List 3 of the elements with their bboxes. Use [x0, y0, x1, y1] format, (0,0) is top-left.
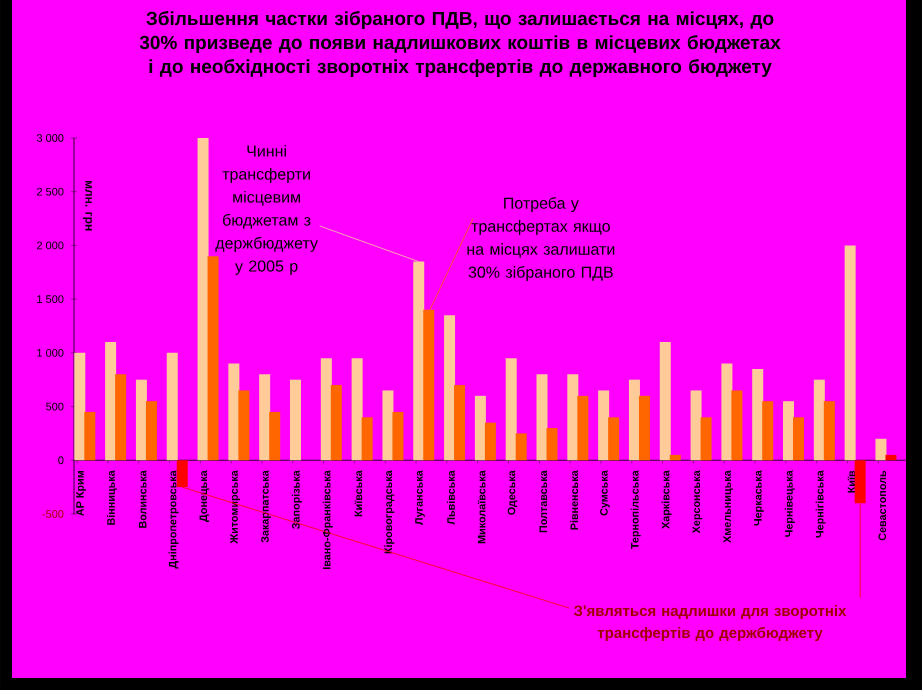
text: Потреба у трансфертах якщо на місцях залишати 30% зібраного ПДВ — [467, 196, 615, 281]
series-label: Чинні трансферти місцевим бюджетам з держбюджету у 2005 р — [215, 145, 318, 275]
chart-title: Збільшення частки зібраного ПДВ, що залишається на місцях, до 30% призведе до появи надлишкових коштів в місцевих бюджетах і до необхідності зворотніх трансфертів до державного бюджету — [139, 11, 781, 77]
